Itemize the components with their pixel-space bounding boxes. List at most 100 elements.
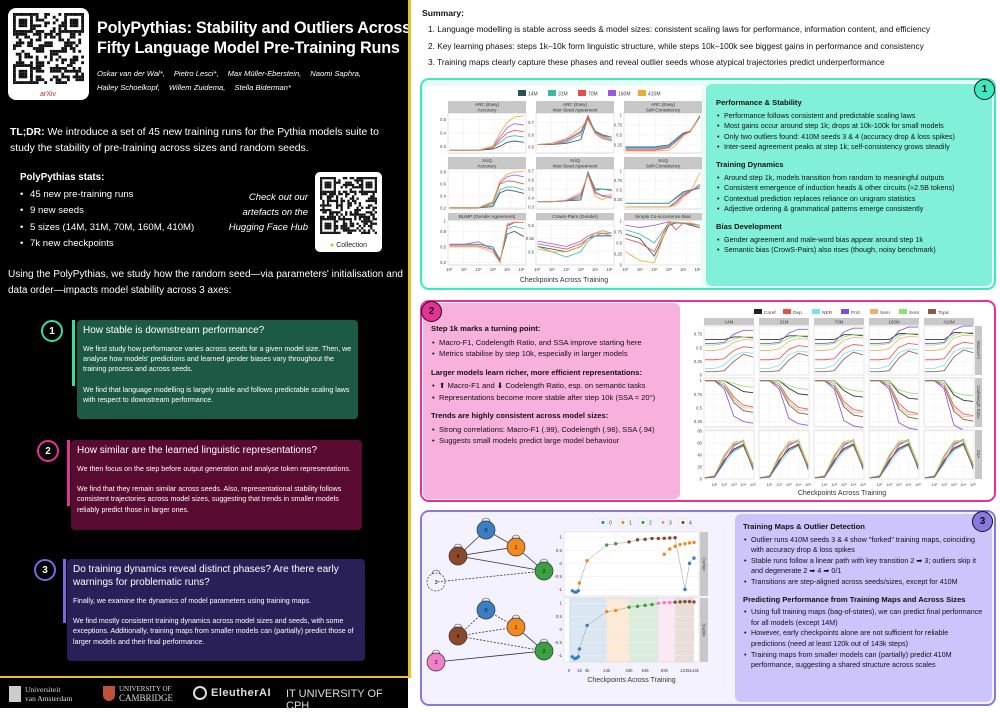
qr-module <box>27 64 31 67</box>
qr-module <box>15 35 19 39</box>
qr-module <box>351 190 355 193</box>
qr-module <box>21 13 25 16</box>
y-tick-label: 0.4 <box>528 196 534 201</box>
y-tick-label: 80 <box>697 429 702 434</box>
y-tick-label: 0.25 <box>614 197 623 202</box>
qr-module <box>21 72 25 76</box>
qr-module <box>72 66 76 70</box>
qr-module <box>13 18 16 22</box>
hugging-face-qr-code[interactable]: ● Collection <box>315 172 382 252</box>
qr-module <box>347 218 350 221</box>
qr-module <box>361 190 364 193</box>
qr-module <box>38 24 42 28</box>
checkpoint-point <box>577 581 582 585</box>
qr-module <box>75 44 79 48</box>
question-paragraph: We first study how performance varies ac… <box>83 345 352 374</box>
intro-text: Using the PolyPythias, we study how the … <box>8 269 403 296</box>
series-line-2 <box>704 351 754 369</box>
question-paragraph: We find mostly consistent training dynam… <box>73 617 354 646</box>
qr-module <box>338 215 341 219</box>
qr-module <box>18 38 22 42</box>
checkpoint-point <box>635 538 640 542</box>
qr-module <box>24 21 28 25</box>
y-tick-label: 0.7 <box>528 120 534 125</box>
series-line-4 <box>625 221 700 264</box>
qr-module <box>49 52 53 56</box>
qr-module <box>35 69 39 73</box>
qr-module <box>340 202 343 205</box>
transition-edge <box>457 626 517 637</box>
x-tick-label: 1k <box>577 668 583 673</box>
qr-module <box>370 224 373 228</box>
qr-module <box>326 177 330 180</box>
qr-module <box>64 49 67 53</box>
qr-module <box>24 52 28 56</box>
qr-module <box>78 49 82 53</box>
itu-logo: IT UNIVERSITY OF CPH <box>286 688 408 712</box>
qr-module <box>55 52 59 56</box>
checkpoint-point <box>692 556 696 560</box>
qr-module <box>15 64 19 67</box>
y-tick-label: 0.6 <box>528 177 534 182</box>
bullet-item: Suggests small models predict large mode… <box>431 435 672 447</box>
qr-module <box>340 192 343 196</box>
qr-module <box>324 204 327 207</box>
qr-module <box>320 186 323 189</box>
qr-module <box>374 188 377 191</box>
qr-module <box>64 75 67 79</box>
qr-module <box>35 32 39 36</box>
qr-module <box>342 218 346 221</box>
qr-module <box>354 213 357 216</box>
qr-module <box>342 224 346 228</box>
qr-module <box>44 13 48 16</box>
series-line-5 <box>704 336 754 346</box>
qr-module <box>349 211 352 214</box>
qr-module <box>326 181 330 184</box>
qr-module <box>358 213 362 216</box>
qr-module <box>30 44 33 48</box>
qr-module <box>322 177 325 180</box>
x-tick-label: 10³ <box>731 482 737 487</box>
facet-plot-area <box>563 597 700 663</box>
checkpoint-point <box>576 655 581 659</box>
panel1-number-badge: 1 <box>974 79 995 100</box>
qr-module <box>21 64 25 67</box>
qr-module <box>370 222 373 225</box>
qr-module <box>52 49 56 53</box>
qr-module <box>24 81 28 84</box>
qr-module <box>326 186 330 189</box>
qr-module <box>72 24 76 28</box>
series-line-4 <box>625 114 701 152</box>
eleuther-icon <box>193 686 207 700</box>
qr-module <box>81 21 84 25</box>
qr-module <box>372 213 375 216</box>
qr-module <box>340 199 343 203</box>
qr-module <box>326 224 330 228</box>
qr-module <box>345 218 348 221</box>
qr-module <box>351 197 355 200</box>
qr-module <box>66 44 70 48</box>
qr-module <box>32 27 36 31</box>
x-tick-label: 10² <box>475 267 482 272</box>
checkpoint-point <box>635 604 640 609</box>
qr-module <box>41 18 45 22</box>
panel3-number-badge: 3 <box>972 511 993 532</box>
x-tick-label: 10¹ <box>822 482 828 487</box>
state-node <box>426 652 446 672</box>
bullet-item: Representations become more stable after… <box>431 392 672 404</box>
qr-module <box>81 78 84 82</box>
section-heading: Training Dynamics <box>716 159 784 169</box>
qr-module <box>64 41 67 45</box>
qr-module <box>356 206 359 209</box>
qr-module <box>333 215 336 219</box>
qr-module <box>370 186 373 189</box>
qr-module <box>75 55 79 59</box>
summary-item: 2. Key learning phases: steps 1k–10k for… <box>428 40 924 51</box>
facet-plot-area <box>447 219 527 266</box>
facet-label: Outlier <box>701 557 707 572</box>
qr-module <box>349 183 352 187</box>
x-tick-label: 10⁴ <box>795 482 801 487</box>
qr-module <box>349 181 352 184</box>
bullet-item: Around step 1k, models transition from r… <box>716 173 982 184</box>
arxiv-qr-code[interactable]: arXiv <box>8 8 89 100</box>
